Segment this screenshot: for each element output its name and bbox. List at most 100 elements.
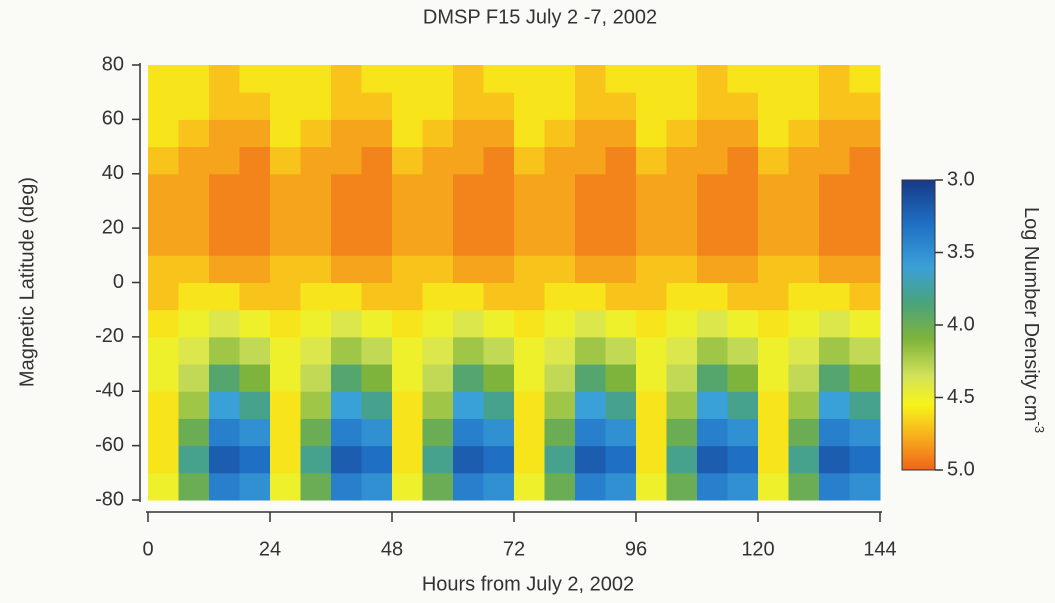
heatmap-cell [514,119,545,148]
heatmap-cell [758,391,789,419]
heatmap-cell [788,228,820,256]
heatmap-cell [300,364,332,392]
heatmap-cell [514,65,545,93]
heatmap-cell [239,173,271,202]
heatmap-cell [422,391,454,419]
heatmap-cell [392,391,423,419]
heatmap-cell [148,282,179,311]
heatmap-cell [300,282,332,311]
heatmap-cell [697,200,728,229]
heatmap-cell [544,418,576,447]
heatmap-cell [361,309,393,338]
heatmap-cell [270,65,301,93]
heatmap-cell [422,200,454,229]
heatmap-cell [422,309,454,338]
colorbar-tick-label: 3.5 [947,241,975,263]
heatmap-cell [148,445,179,474]
heatmap-cell [758,472,789,501]
heatmap-cell [788,200,820,229]
heatmap-cell [331,472,362,501]
heatmap-cell [178,255,210,283]
heatmap-cell [605,364,637,392]
heatmap-cell [575,92,606,120]
heatmap-cell [422,228,454,256]
heatmap-cell [361,445,393,474]
heatmap-cell [849,282,881,311]
heatmap-cell [270,146,301,175]
heatmap-cell [361,173,393,202]
heatmap-cell [148,119,179,148]
heatmap-cell [239,282,271,311]
heatmap-cell [270,445,301,474]
heatmap-cell [514,418,545,447]
colorbar [901,179,936,471]
heatmap-cell [544,336,576,365]
heatmap-cell [422,255,454,283]
heatmap-cell [178,173,210,202]
heatmap-cell [575,119,606,148]
heatmap-cell [605,309,637,338]
heatmap-cell [819,92,850,120]
heatmap-cell [605,445,637,474]
heatmap-cell [331,146,362,175]
heatmap-cell [727,445,759,474]
heatmap-cell [178,445,210,474]
heatmap-cell [331,391,362,419]
heatmap-cell [788,92,820,120]
heatmap-cell [727,65,759,93]
heatmap-cell [270,228,301,256]
heatmap-cell [483,228,515,256]
heatmap-cell [727,418,759,447]
heatmap-cell [697,228,728,256]
heatmap-cell [544,228,576,256]
x-tick-label: 48 [381,538,403,560]
heatmap-cell [514,364,545,392]
heatmap-cell [605,200,637,229]
heatmap-cell [819,472,850,501]
heatmap-cell [178,200,210,229]
y-tick-label: -40 [95,380,124,402]
heatmap-cell [361,255,393,283]
heatmap-cell [148,364,179,392]
heatmap-cell [758,173,789,202]
colorbar-label: Log Number Density cm-3 [1020,207,1047,433]
heatmap-cell [514,391,545,419]
heatmap-cell [544,173,576,202]
heatmap-cell [819,200,850,229]
heatmap-cell [788,364,820,392]
heatmap-cell [666,146,698,175]
heatmap-cell [758,309,789,338]
heatmap-cell [636,200,667,229]
heatmap-cell [788,472,820,501]
heatmap-cell [178,336,210,365]
heatmap-cell [239,418,271,447]
heatmap-cell [819,119,850,148]
heatmap-cell [544,364,576,392]
heatmap-cell [392,146,423,175]
heatmap-cell [788,65,820,93]
heatmap-cell [483,364,515,392]
heatmap-cell [666,119,698,148]
heatmap-cell [575,309,606,338]
heatmap-cell [148,336,179,365]
heatmap-cell [331,173,362,202]
heatmap-cell [666,336,698,365]
heatmap-cell [361,146,393,175]
heatmap-cell [209,119,240,148]
heatmap-cell [514,255,545,283]
heatmap-cell [392,119,423,148]
heatmap-cell [361,228,393,256]
x-tick-label: 72 [503,538,525,560]
y-tick-label: 20 [102,216,124,238]
y-tick-label: -20 [95,325,124,347]
heatmap-cell [758,364,789,392]
heatmap-cell [300,336,332,365]
heatmap-cell [300,200,332,229]
heatmap-cell [453,255,484,283]
heatmap-cell [544,146,576,175]
heatmap-cell [514,336,545,365]
heatmap-cell [209,146,240,175]
heatmap-cell [209,282,240,311]
heatmap-cell [605,146,637,175]
